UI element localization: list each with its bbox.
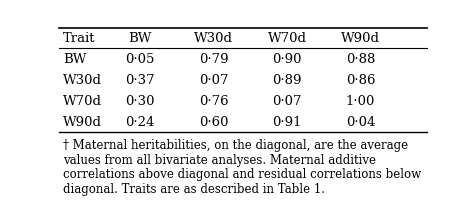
Text: 0·37: 0·37: [125, 74, 155, 87]
Text: 0·76: 0·76: [199, 95, 228, 108]
Text: W90d: W90d: [63, 116, 102, 129]
Text: diagonal. Traits are as described in Table 1.: diagonal. Traits are as described in Tab…: [63, 183, 325, 196]
Text: 0·88: 0·88: [346, 53, 375, 66]
Text: 0·30: 0·30: [125, 95, 155, 108]
Text: W30d: W30d: [63, 74, 102, 87]
Text: 0·79: 0·79: [199, 53, 228, 66]
Text: † Maternal heritabilities, on the diagonal, are the average: † Maternal heritabilities, on the diagon…: [63, 139, 408, 152]
Text: W70d: W70d: [63, 95, 102, 108]
Text: 0·07: 0·07: [199, 74, 228, 87]
Text: 0·05: 0·05: [126, 53, 155, 66]
Text: 0·90: 0·90: [272, 53, 302, 66]
Text: 0·91: 0·91: [272, 116, 302, 129]
Text: W70d: W70d: [267, 32, 307, 45]
Text: 0·86: 0·86: [346, 74, 375, 87]
Text: BW: BW: [128, 32, 152, 45]
Text: 1·00: 1·00: [346, 95, 375, 108]
Text: W30d: W30d: [194, 32, 233, 45]
Text: 0·24: 0·24: [126, 116, 155, 129]
Text: values from all bivariate analyses. Maternal additive: values from all bivariate analyses. Mate…: [63, 154, 376, 167]
Text: BW: BW: [63, 53, 86, 66]
Text: 0·60: 0·60: [199, 116, 228, 129]
Text: 0·89: 0·89: [272, 74, 302, 87]
Text: W90d: W90d: [341, 32, 380, 45]
Text: Trait: Trait: [63, 32, 95, 45]
Text: correlations above diagonal and residual correlations below: correlations above diagonal and residual…: [63, 168, 421, 181]
Text: 0·04: 0·04: [346, 116, 375, 129]
Text: 0·07: 0·07: [272, 95, 302, 108]
